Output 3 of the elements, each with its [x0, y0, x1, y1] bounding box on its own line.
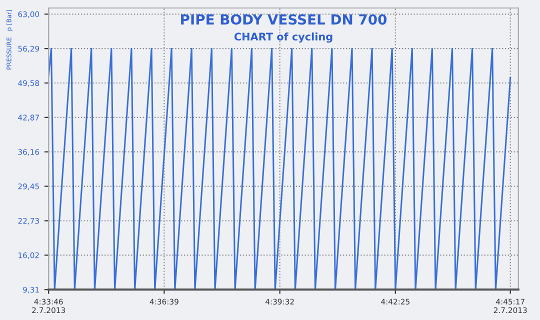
- text: CHART of cycling: [234, 32, 332, 43]
- line-series: [48, 48, 512, 290]
- chart-title: PIPE BODY VESSEL DN 700: [181, 14, 387, 25]
